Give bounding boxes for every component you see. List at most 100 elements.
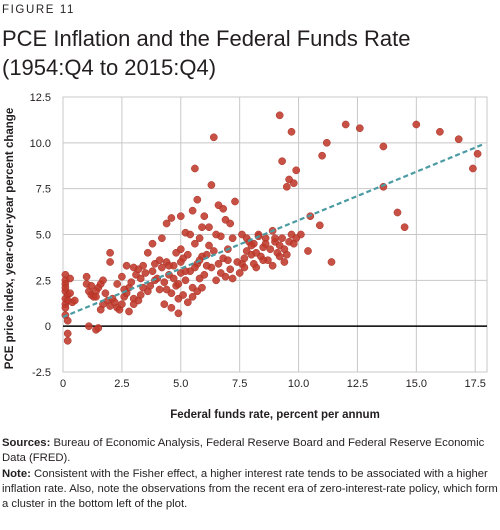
data-point [63, 316, 72, 325]
data-point [212, 276, 220, 285]
data-point [282, 182, 291, 191]
data-point [193, 195, 202, 204]
data-point [172, 248, 180, 257]
data-point [379, 142, 388, 151]
y-tick-label: 2.5 [36, 275, 51, 287]
scatter-chart: 0 2.5 5.0 7.5 10.0 12.5 15.0 17.5 -2.5 0 2.5 5.0 7.5… [4, 92, 488, 421]
data-point [268, 261, 277, 270]
data-point [136, 291, 145, 299]
data-point [214, 259, 223, 268]
data-point [221, 215, 230, 224]
data-point [224, 256, 232, 265]
data-point [231, 197, 239, 206]
data-point [271, 234, 279, 243]
data-point [292, 234, 301, 243]
data-point [87, 281, 96, 290]
data-point [278, 234, 286, 243]
data-point [118, 300, 126, 309]
data-point [92, 292, 100, 301]
data-point [393, 208, 402, 217]
note-text: Consistent with the Fisher effect, a hig… [2, 468, 498, 510]
data-point [129, 263, 138, 272]
data-point [148, 267, 157, 276]
data-point [66, 274, 74, 283]
data-point [183, 250, 192, 259]
data-point [219, 204, 228, 213]
data-point [198, 223, 206, 232]
data-point [252, 248, 261, 257]
y-tick-label: -2.5 [32, 367, 51, 379]
data-point [155, 285, 164, 294]
data-point [186, 230, 195, 239]
x-tick-label: 7.5 [232, 378, 247, 390]
data-point [228, 274, 237, 283]
data-point [63, 336, 72, 345]
data-point [61, 283, 70, 292]
data-point [188, 206, 197, 215]
data-point [167, 303, 176, 312]
y-tick-label: 0 [45, 321, 51, 333]
data-point [174, 280, 183, 288]
data-point [240, 263, 249, 272]
data-point [191, 263, 199, 272]
sources-text: Bureau of Economic Analysis, Federal Res… [2, 437, 485, 464]
figure-label: FIGURE 11 [2, 4, 75, 16]
data-point [176, 258, 185, 266]
data-point [139, 261, 147, 270]
data-point [209, 133, 218, 142]
data-point [400, 223, 409, 232]
data-point [282, 250, 291, 259]
x-tick-label: 2.5 [114, 378, 129, 390]
data-point [148, 239, 157, 248]
data-point [141, 269, 150, 277]
notes: Sources: Bureau of Economic Analysis, Fe… [2, 436, 498, 513]
chart-title: PCE Inflation and the Federal Funds Rate… [2, 24, 498, 82]
y-tick-label: 5.0 [36, 230, 51, 242]
data-point [207, 181, 216, 189]
data-point [118, 272, 126, 281]
data-point [469, 164, 477, 173]
data-point [200, 270, 209, 279]
data-point [454, 135, 463, 144]
data-point [226, 265, 235, 274]
data-point [179, 291, 187, 299]
data-point [70, 296, 79, 305]
y-axis-label: PCE price index, year-over-year percent … [4, 108, 16, 369]
sources-label: Sources: [2, 437, 51, 449]
data-point [183, 298, 192, 307]
data-point [155, 256, 164, 265]
x-tick-label: 0 [60, 378, 66, 390]
data-point [216, 269, 225, 277]
data-point [275, 111, 284, 120]
data-point [327, 258, 336, 266]
data-point [280, 258, 289, 266]
data-point [158, 234, 166, 243]
data-point [240, 254, 249, 263]
title-line-1: PCE Inflation and the Federal Funds Rate [2, 26, 411, 51]
data-point [106, 248, 114, 257]
data-point [191, 164, 199, 173]
data-point [355, 124, 364, 133]
data-point [266, 245, 275, 254]
title-line-2: (1954:Q4 to 2015:Q4) [2, 55, 217, 80]
data-point [304, 247, 312, 255]
data-point [125, 307, 133, 316]
x-tick-label: 12.5 [347, 378, 368, 390]
data-point [143, 248, 152, 257]
data-point [249, 259, 258, 268]
data-point [205, 241, 213, 250]
data-point [287, 127, 296, 136]
data-point [158, 263, 166, 272]
tick-labels: 0 2.5 5.0 7.5 10.0 12.5 15.0 17.5 -2.5 0 2.5 5.0 7.5… [30, 92, 486, 390]
data-point [167, 214, 176, 222]
data-point [233, 258, 242, 266]
note-label: Note: [2, 468, 31, 480]
data-point [191, 239, 199, 248]
data-point [174, 309, 183, 318]
data-point [176, 212, 185, 221]
data-point [278, 157, 286, 166]
data-point [292, 166, 301, 175]
data-point [259, 256, 268, 265]
data-point [181, 276, 190, 285]
data-point [66, 289, 74, 298]
